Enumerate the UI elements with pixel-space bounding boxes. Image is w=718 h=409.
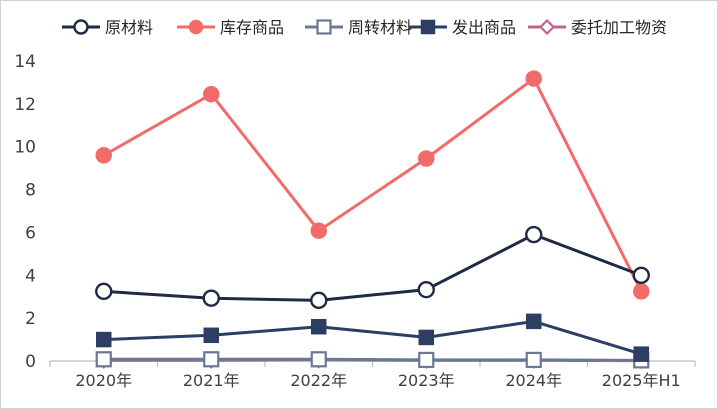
x-tick-label: 2021年 [183, 371, 240, 390]
legend-item: 周转材料 [305, 18, 412, 37]
y-tick-label: 10 [14, 138, 36, 158]
data-point [418, 351, 435, 369]
data-point [96, 331, 112, 348]
legend-marker [188, 19, 204, 35]
x-axis: 2020年 2021年 2022年 2023年 2024年 2025年H1 [49, 360, 696, 390]
legend-label: 原材料 [105, 18, 153, 37]
y-tick-label: 12 [14, 95, 36, 115]
chart-legend: 原材料 库存商品 周转材料 发出商品 委托加工物资 [62, 18, 667, 37]
data-point [525, 70, 542, 87]
legend-item: 库存商品 [177, 18, 284, 37]
data-point [310, 351, 327, 368]
y-tick-label: 8 [25, 181, 36, 201]
legend-label: 发出商品 [452, 18, 516, 37]
series-1 [95, 70, 650, 300]
x-tick-label: 2023年 [398, 371, 455, 390]
data-point [311, 318, 327, 335]
plot-area [95, 70, 650, 370]
legend-label: 委托加工物资 [571, 18, 667, 37]
legend-item: 委托加工物资 [528, 18, 667, 37]
legend-marker [538, 18, 556, 36]
data-point [525, 351, 542, 369]
legend-item: 发出商品 [409, 18, 516, 37]
data-point [202, 289, 220, 307]
data-point [203, 85, 220, 103]
data-point [95, 282, 113, 301]
series-3 [96, 313, 649, 362]
legend-label: 周转材料 [348, 18, 412, 37]
y-tick-label: 6 [25, 223, 36, 243]
data-point [310, 291, 328, 310]
series-line [103, 233, 642, 302]
data-point [95, 351, 112, 368]
y-axis: 0 2 4 6 8 10 12 14 [14, 52, 36, 372]
series-line [103, 77, 643, 293]
data-point [310, 222, 327, 239]
y-tick-label: 2 [25, 309, 36, 329]
data-point [418, 150, 435, 167]
legend-label: 库存商品 [220, 18, 284, 37]
x-tick-label: 2022年 [290, 371, 347, 390]
data-point [632, 266, 650, 284]
legend-marker [73, 19, 89, 35]
legend-marker [420, 19, 436, 35]
data-point [95, 147, 112, 164]
x-tick-label: 2020年 [75, 371, 132, 390]
data-point [203, 351, 220, 368]
data-point [633, 283, 650, 300]
series-line [103, 319, 642, 356]
series-0 [95, 225, 650, 310]
legend-item: 原材料 [62, 18, 153, 37]
legend-marker [316, 19, 332, 35]
data-point [633, 346, 649, 362]
series-line [103, 357, 642, 362]
y-tick-label: 4 [25, 266, 36, 286]
y-tick-label: 14 [14, 52, 36, 72]
data-point [525, 225, 543, 244]
data-point [203, 327, 219, 344]
x-tick-label: 2025年H1 [602, 371, 681, 390]
y-tick-label: 0 [25, 352, 36, 372]
data-point [526, 313, 542, 330]
x-tick-label: 2024年 [505, 371, 562, 390]
data-point [418, 329, 434, 346]
data-point [417, 280, 435, 299]
